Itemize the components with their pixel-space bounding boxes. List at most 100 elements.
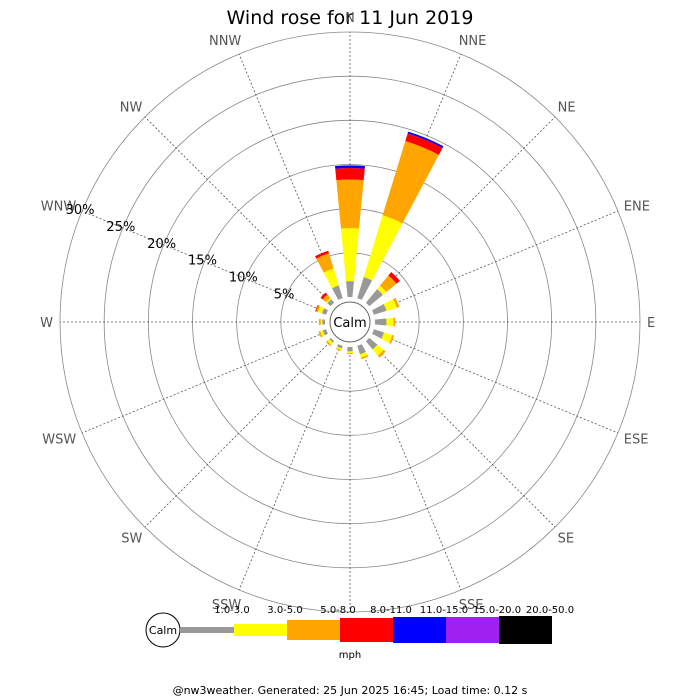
direction-label-nw: NW (120, 100, 143, 115)
petal-wnw-bin-3 (315, 305, 321, 313)
petal-ne-bin-3 (379, 275, 397, 293)
petal-sw-bin-3 (325, 340, 332, 347)
petal-nw-bin-2 (325, 297, 332, 304)
petal-nw-bin-1 (327, 299, 335, 307)
petal-nnw-bin-3 (316, 253, 334, 273)
petal-wsw-bin-2 (320, 330, 325, 337)
petal-sse-bin-2 (359, 351, 368, 358)
petal-ese-bin-2 (381, 332, 393, 343)
petal-e-bin-3 (393, 317, 396, 327)
petal-ene-bin-1 (372, 304, 387, 315)
percent-label-6: 30% (66, 203, 95, 218)
petal-nne-bin-4 (405, 133, 443, 155)
petal-s-bin-2 (347, 351, 353, 354)
petal-ne-bin-1 (365, 289, 383, 307)
spoke-nw (144, 116, 333, 305)
legend-swatch-3 (287, 620, 340, 640)
petals (315, 131, 444, 360)
petal-ssw-bin-1 (337, 344, 343, 349)
petal-w-bin-1 (322, 319, 326, 325)
petal-wnw-bin-1 (321, 308, 328, 315)
legend-label-4: 8.0-11.0 (370, 605, 412, 616)
petal-nne-bin-3 (382, 140, 439, 224)
petal-se-bin-3 (377, 349, 386, 358)
spoke-sse (359, 344, 462, 591)
direction-label-se: SE (558, 532, 574, 547)
petal-wnw-bin-4 (315, 304, 319, 312)
percent-label-5: 25% (106, 220, 135, 235)
petal-ene-bin-3 (393, 297, 400, 308)
petal-nw-bin-4 (320, 292, 328, 300)
petal-s-bin-1 (347, 346, 353, 352)
petal-ese-bin-1 (372, 329, 385, 339)
petal-sw-bin-1 (329, 337, 335, 343)
legend-swatch-5 (393, 617, 446, 643)
spoke-wsw (81, 331, 328, 434)
direction-label-ssw: SSW (212, 598, 242, 613)
spoke-wnw (81, 210, 328, 313)
spoke-ne (367, 116, 556, 305)
petal-nnw-bin-1 (332, 285, 343, 300)
spoke-se (367, 339, 556, 528)
legend-label-1: 1.0-3.0 (214, 605, 249, 616)
direction-labels: NNNENEENEEESESESSESSSWSWWSWWWNWNWNNW (40, 11, 655, 636)
legend-swatch-1 (180, 627, 234, 633)
petal-w-bin-2 (320, 319, 323, 325)
petal-nnw-bin-2 (323, 268, 339, 289)
petal-w-bin-3 (318, 319, 321, 325)
petal-ese-bin-3 (389, 334, 395, 344)
direction-label-ne: NE (558, 100, 576, 115)
percent-label-4: 20% (147, 237, 176, 252)
legend-calm-label: Calm (149, 624, 177, 637)
petal-se-bin-2 (372, 344, 384, 356)
legend-swatch-7 (499, 616, 552, 644)
petal-ne-bin-4 (388, 272, 400, 284)
petal-se-bin-1 (365, 337, 378, 350)
legend-label-2: 3.0-5.0 (267, 605, 302, 616)
direction-label-w: W (40, 316, 53, 331)
direction-label-wnw: WNW (41, 199, 77, 214)
direction-label-ese: ESE (624, 433, 649, 448)
calm-label: Calm (333, 316, 366, 331)
petal-e-bin-1 (374, 318, 387, 326)
petal-nne-bin-2 (363, 215, 403, 281)
direction-label-ene: ENE (624, 199, 650, 214)
direction-label-wsw: WSW (42, 433, 76, 448)
calm-circle: Calm (329, 301, 371, 343)
petal-s-bin-3 (346, 353, 354, 355)
spoke-ssw (238, 344, 341, 591)
petal-sse-bin-1 (357, 344, 366, 355)
petal-ssw-bin-3 (335, 347, 342, 351)
percent-label-2: 10% (229, 271, 258, 286)
petal-sse-bin-3 (360, 354, 369, 360)
petal-ene-bin-2 (383, 299, 397, 311)
petal-n-bin-1 (346, 281, 354, 298)
petal-ne-bin-2 (377, 285, 387, 295)
petal-nw-bin-3 (322, 294, 331, 303)
petal-sw-bin-2 (327, 339, 333, 345)
direction-label-nnw: NNW (209, 34, 241, 49)
petal-e-bin-2 (386, 317, 394, 327)
footer-text: @nw3weather. Generated: 25 Jun 2025 16:4… (173, 684, 528, 697)
direction-label-nne: NNE (459, 34, 487, 49)
direction-label-n: N (345, 11, 355, 26)
petal-n-bin-4 (335, 168, 365, 181)
legend-label-5: 11.0-15.0 (420, 605, 468, 616)
legend-unit-label: mph (339, 650, 361, 661)
petal-nne-bin-1 (357, 276, 373, 300)
legend-label-6: 15.0-20.0 (473, 605, 521, 616)
legend-swatch-2 (234, 624, 287, 636)
petal-wsw-bin-1 (322, 329, 328, 336)
percent-label-3: 15% (188, 254, 217, 269)
percent-labels: 5% 10% 15% 20% 25% 30% (66, 203, 295, 303)
direction-label-sse: SSE (459, 598, 484, 613)
legend: Calm 1.0-3.0 3.0-5.0 5.0-8.0 8.0-11.0 11.0-15… (145, 605, 574, 661)
petal-n-bin-2 (341, 228, 359, 282)
petal-nne-bin-5 (407, 131, 444, 148)
percent-label-1: 5% (274, 288, 295, 303)
petal-wnw-bin-2 (317, 306, 325, 314)
petal-wsw-bin-3 (318, 331, 323, 338)
legend-label-7: 20.0-50.0 (526, 605, 574, 616)
direction-label-sw: SW (121, 532, 142, 547)
